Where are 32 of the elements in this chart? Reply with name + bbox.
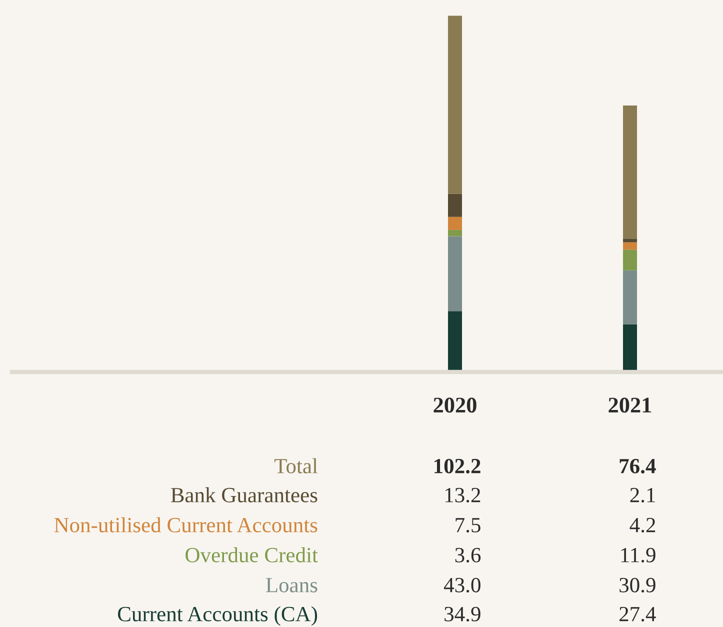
bar	[623, 324, 637, 372]
bar	[623, 270, 637, 324]
text: Loans	[266, 578, 318, 592]
data-label: 3.6	[455, 548, 481, 562]
x-tick-label: 2021	[608, 398, 652, 413]
data-label: 13.2	[445, 488, 480, 502]
data-label: 102.2	[434, 458, 480, 474]
bar	[623, 242, 637, 250]
text: Total	[274, 458, 318, 474]
data-label: 27.4	[620, 606, 656, 622]
text: Bank Guarantees	[170, 487, 318, 502]
data-label: 7.5	[456, 518, 480, 532]
bar	[448, 194, 462, 217]
data-label: 2.1	[630, 488, 655, 502]
bar	[448, 216, 462, 230]
x-tick-label: 2020	[434, 398, 476, 413]
bar	[448, 230, 462, 236]
bar	[448, 236, 462, 312]
text: Non-utilised Current Accounts	[54, 517, 318, 532]
data-label: 11.9	[621, 548, 656, 562]
data-label: 76.4	[620, 458, 656, 474]
data-label: 43.0	[444, 578, 480, 592]
bar	[448, 311, 462, 372]
text: Overdue Credit	[186, 547, 318, 562]
bar	[623, 238, 637, 242]
data-label: 34.9	[444, 606, 480, 622]
bar	[448, 16, 462, 194]
text: Current Accounts (CA)	[118, 606, 318, 626]
bar	[623, 250, 637, 270]
data-label: 4.2	[630, 518, 656, 532]
data-label: 30.9	[620, 578, 656, 592]
bar	[623, 105, 637, 239]
